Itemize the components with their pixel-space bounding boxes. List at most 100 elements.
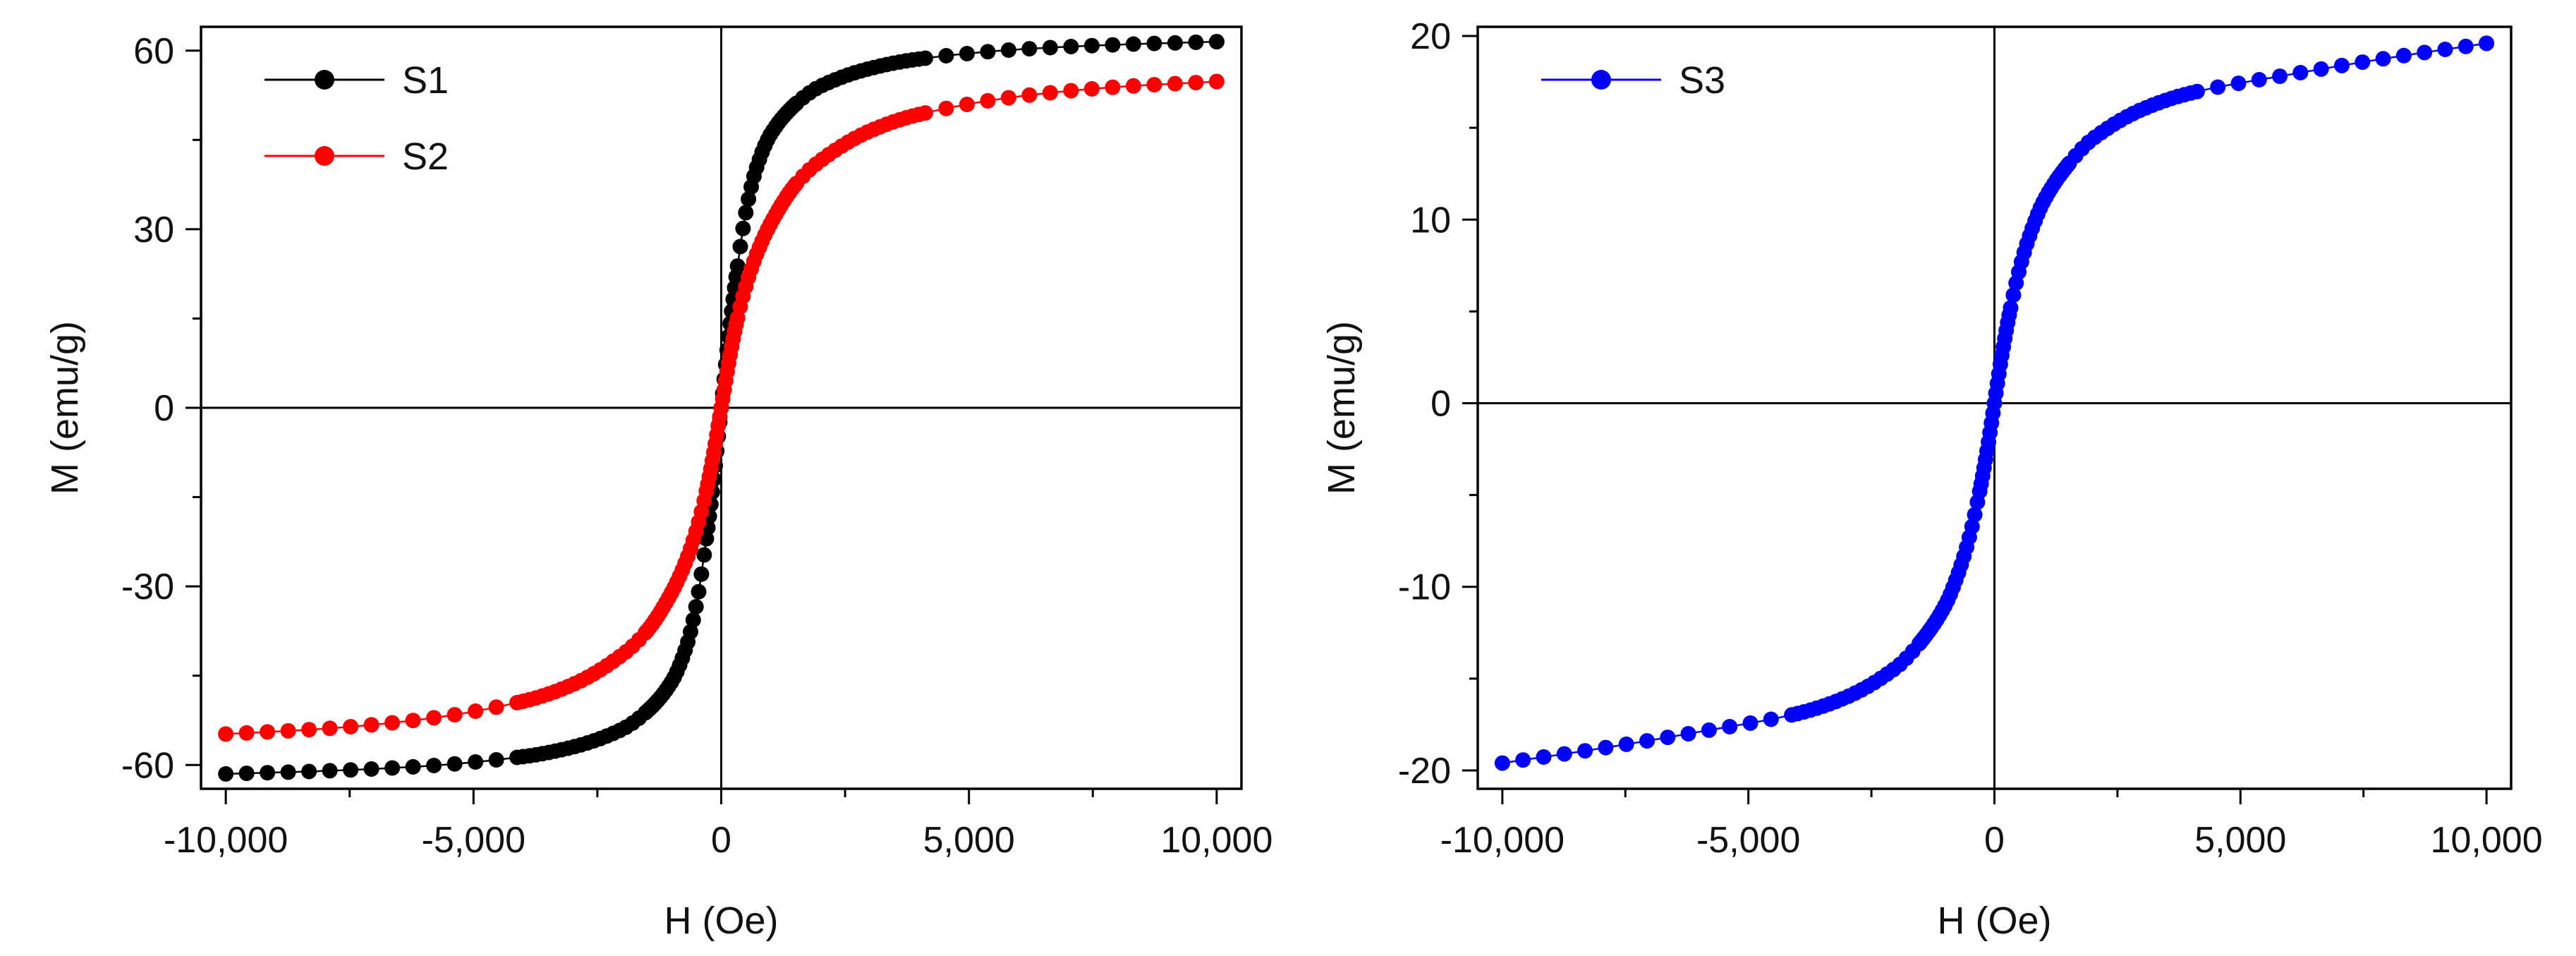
marker-s3 (1722, 719, 1738, 734)
marker-s3 (1515, 752, 1531, 768)
marker-s3 (2272, 68, 2288, 85)
legend-marker-s1 (315, 70, 334, 90)
marker-s3 (1701, 722, 1717, 738)
marker-s1 (1146, 35, 1162, 52)
x-tick-label: -10,000 (164, 820, 288, 861)
plot-area (1494, 35, 2495, 771)
x-tick-label: -5,000 (1696, 820, 1800, 861)
x-tick-label: 10,000 (2431, 820, 2543, 861)
marker-s2 (405, 713, 421, 729)
marker-s1 (405, 758, 421, 775)
marker-s2 (1000, 90, 1016, 106)
marker-s3 (1680, 726, 1696, 742)
marker-s3 (1618, 736, 1634, 752)
marker-s1 (488, 752, 504, 768)
marker-s1 (980, 44, 996, 60)
marker-s1 (1105, 37, 1121, 53)
marker-s2 (1105, 79, 1121, 95)
marker-s1 (468, 754, 484, 770)
legend: S3 (1541, 59, 1725, 102)
legend-label-s1: S1 (402, 59, 449, 102)
x-tick-label: -5,000 (422, 820, 525, 861)
y-tick-label: -30 (121, 567, 174, 607)
marker-s3 (2457, 38, 2474, 54)
legend-marker-s3 (1591, 70, 1611, 90)
marker-s2 (280, 722, 296, 739)
marker-s3 (1967, 507, 1983, 523)
marker-s2 (322, 720, 338, 737)
legend: S1 S2 (265, 59, 449, 178)
legend-marker-s2 (315, 146, 334, 166)
marker-s3 (2355, 54, 2371, 71)
marker-s1 (693, 566, 710, 582)
x-tick-label: 0 (1984, 820, 2005, 861)
marker-s2 (1083, 81, 1100, 97)
marker-s1 (446, 756, 463, 772)
marker-s1 (729, 258, 746, 274)
y-tick-label: 60 (133, 31, 174, 72)
x-tick-label: 0 (711, 820, 731, 861)
marker-s1 (218, 766, 234, 782)
marker-s1 (322, 763, 338, 779)
marker-s3 (1763, 711, 1779, 727)
marker-s1 (959, 46, 975, 61)
y-axis-title: M (emu/g) (1320, 321, 1363, 495)
chart-panel-2: -10,000 -5,000 0 5,000 10,000 -20 -10 0 10 20 H (O… (1320, 16, 2543, 942)
marker-s2 (1125, 78, 1141, 94)
marker-s2 (363, 717, 379, 733)
marker-s2 (426, 710, 442, 726)
legend-label-s2: S2 (402, 135, 449, 178)
marker-s1 (363, 761, 379, 777)
marker-s2 (1146, 77, 1162, 93)
marker-s1 (1125, 36, 1141, 52)
marker-s1 (301, 763, 317, 780)
legend-label-s3: S3 (1679, 59, 1725, 102)
chart-panel-1: -10,000 -5,000 0 5,000 10,000 -60 -30 0 30 60 H (O… (44, 25, 1272, 942)
marker-s2 (218, 726, 234, 742)
marker-s2 (1021, 87, 1038, 103)
marker-s1 (343, 762, 359, 778)
marker-s2 (938, 100, 954, 116)
marker-s1 (732, 238, 748, 255)
y-tick-label: 30 (133, 210, 174, 250)
marker-s3 (2189, 83, 2205, 99)
marker-s1 (741, 191, 757, 207)
y-tick-label: 0 (1430, 383, 1451, 424)
marker-s2 (384, 715, 401, 731)
marker-s2 (917, 105, 933, 121)
marker-s1 (1083, 37, 1100, 54)
marker-s2 (959, 97, 975, 112)
marker-s3 (2313, 61, 2329, 77)
marker-s2 (488, 699, 504, 715)
marker-s3 (1639, 733, 1655, 749)
marker-s1 (1188, 34, 1204, 50)
marker-s2 (1042, 85, 1058, 101)
marker-s1 (1063, 39, 1079, 54)
x-axis-title: H (Oe) (1938, 900, 2052, 942)
marker-s1 (938, 48, 954, 63)
marker-s2 (238, 725, 255, 741)
marker-s3 (2479, 35, 2495, 52)
marker-s1 (688, 599, 704, 615)
marker-s3 (2230, 75, 2247, 92)
marker-s3 (1494, 755, 1510, 771)
marker-s2 (301, 722, 317, 738)
y-tick-label: 20 (1410, 16, 1451, 57)
x-tick-label: 5,000 (923, 820, 1015, 861)
marker-s1 (280, 764, 296, 780)
marker-s3 (2417, 44, 2433, 61)
marker-s2 (343, 719, 359, 734)
marker-s3 (2210, 79, 2226, 95)
marker-s3 (2395, 47, 2412, 63)
marker-s3 (2003, 300, 2019, 316)
marker-s1 (917, 50, 933, 66)
marker-s3 (1577, 743, 1593, 759)
x-axis-title: H (Oe) (664, 900, 779, 942)
marker-s3 (1598, 739, 1614, 756)
marker-s3 (2251, 72, 2267, 87)
y-tick-label: -10 (1398, 567, 1451, 608)
marker-s1 (683, 624, 698, 640)
marker-s3 (1742, 715, 1758, 731)
marker-s1 (735, 220, 751, 236)
